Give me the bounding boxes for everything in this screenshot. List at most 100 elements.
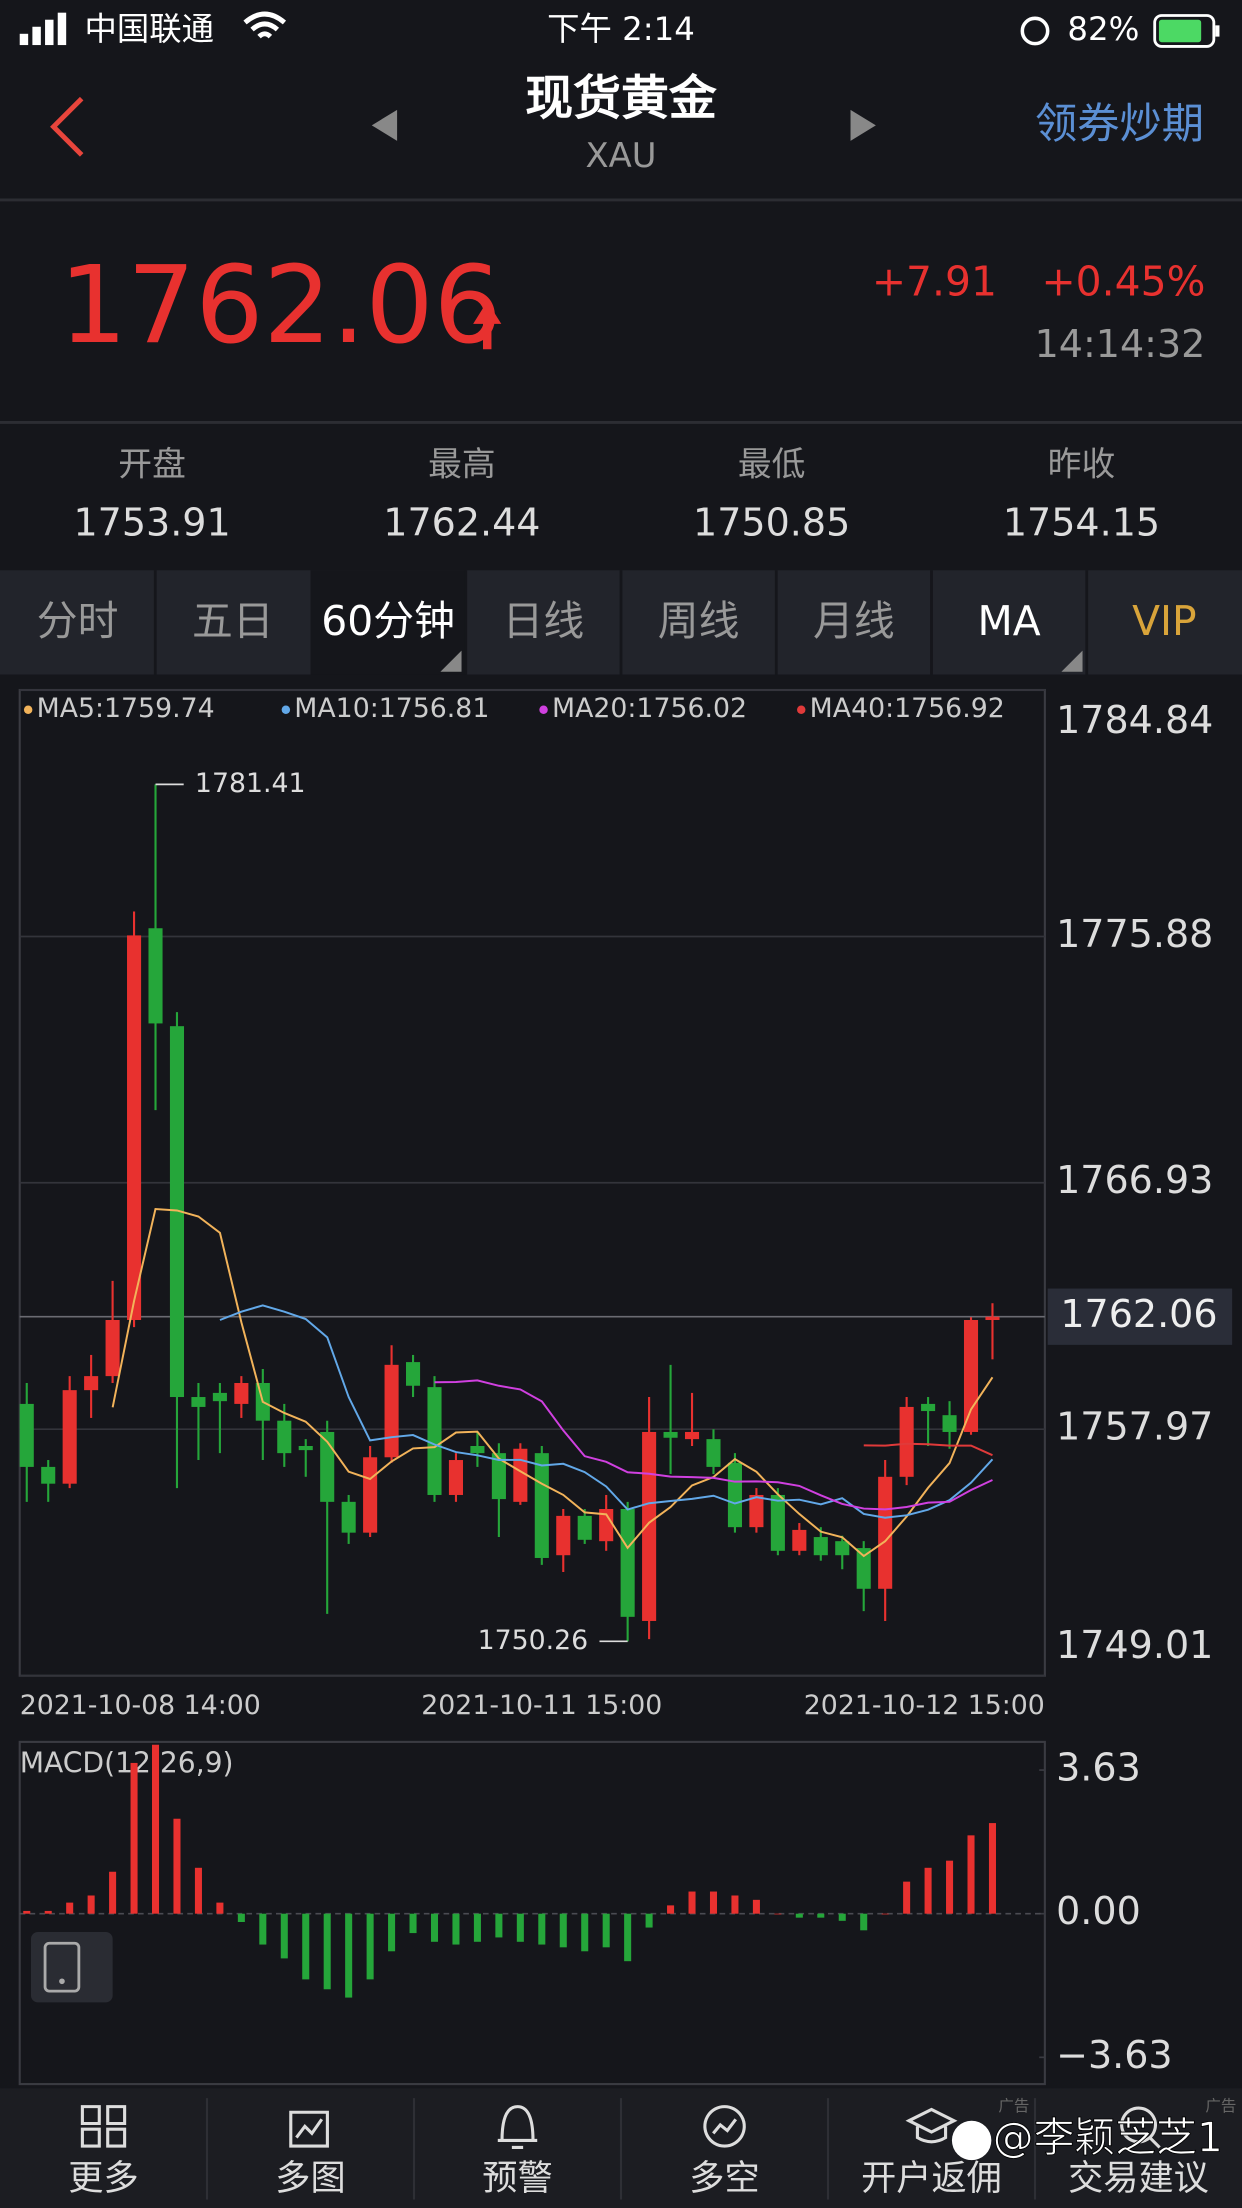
prev-button[interactable] [371, 109, 398, 141]
candle-body [84, 1376, 99, 1391]
next-button[interactable] [850, 109, 876, 141]
candle-body [277, 1420, 292, 1454]
macd-bar [602, 1913, 610, 1948]
wifi-icon [243, 11, 287, 39]
macd-bar [473, 1913, 481, 1942]
tab[interactable]: 五日 [192, 597, 274, 645]
macd-bar [345, 1913, 353, 1998]
tab[interactable]: 日线 [503, 597, 585, 645]
price: 1762.06 [59, 244, 502, 368]
nav-label[interactable]: 开户返佣 [861, 2158, 1002, 2199]
tab-corner [1061, 650, 1083, 672]
tab[interactable]: 分时 [37, 597, 119, 645]
quote: 1762.06 +7.91 +0.45% 14:14:32 [0, 244, 1242, 424]
nav-label[interactable]: 更多 [68, 2158, 138, 2199]
bottom-nav: 更多 多图 预警 多空 开户返佣 交易建议 广告 广告@李颖芝芝1 [0, 2088, 1242, 2208]
stats: 开盘 1753.91 最高 1762.44 最低 1750.85 昨收 1754.15 [73, 445, 1160, 545]
macd-bar [581, 1913, 589, 1952]
signal-icon [32, 26, 41, 46]
macd-bar [817, 1913, 825, 1918]
candle-body [448, 1460, 464, 1495]
nav-label[interactable]: 交易建议 [1068, 2158, 1209, 2199]
candle-body [727, 1462, 742, 1528]
candle-body [234, 1382, 249, 1404]
stat-label: 最高 [428, 445, 496, 484]
stat-value: 1753.91 [73, 501, 230, 545]
macd-bar [302, 1913, 310, 1980]
screenshot-button[interactable] [30, 1932, 113, 2003]
battery-percent: 82% [1067, 10, 1139, 48]
candle-body [105, 1319, 120, 1377]
ma-line [863, 1442, 993, 1457]
change-percent: +0.45% [1041, 257, 1205, 305]
macd-bar [924, 1867, 932, 1914]
coupon-link[interactable]: 领券炒期 [1035, 99, 1204, 148]
stat-value: 1754.15 [1003, 501, 1160, 545]
legend-dot [797, 705, 806, 714]
candle-body [470, 1445, 485, 1454]
macd-bar [731, 1895, 739, 1914]
high-label: 1781.41 [195, 768, 306, 799]
screenshot-icon[interactable] [30, 1932, 113, 2003]
y-tick-label: −3.63 [1056, 2033, 1173, 2077]
legend-label: MA40:1756.92 [810, 693, 1005, 724]
legend-dot [539, 705, 548, 714]
macd-bar [87, 1895, 95, 1914]
legend-dot [281, 705, 291, 714]
stat-value: 1762.44 [383, 501, 540, 545]
candle-body [169, 1026, 185, 1398]
candle-body [127, 935, 142, 1320]
tab[interactable]: 月线 [813, 597, 895, 645]
tab[interactable]: MA [978, 597, 1041, 645]
y-tick-label: 1757.97 [1056, 1405, 1213, 1449]
candle-body [813, 1537, 828, 1556]
macd-bar [967, 1835, 975, 1914]
stat-label: 开盘 [118, 445, 186, 484]
nav-icon[interactable] [80, 2105, 127, 2148]
macd-bar [624, 1913, 632, 1962]
macd-title: MACD(12,26,9) [20, 1746, 234, 1779]
nav-icon[interactable] [497, 2105, 538, 2149]
screenshot-icon [59, 1978, 65, 1985]
candle-body [363, 1457, 378, 1533]
macd-bar [860, 1913, 868, 1931]
legend-label: MA10:1756.81 [294, 693, 489, 724]
header: 现货黄金 XAU 领券炒期 [0, 71, 1242, 202]
candle-body [298, 1445, 313, 1451]
macd-bar [23, 1910, 31, 1914]
candle-body [148, 928, 163, 1024]
candle-body [642, 1431, 657, 1621]
stat-value: 1750.85 [693, 501, 850, 545]
legend-dot [23, 705, 33, 714]
last-price-box [1047, 1288, 1233, 1345]
nav-icon[interactable] [289, 2110, 329, 2148]
x-tick-label: 2021-10-11 15:00 [421, 1690, 662, 1721]
tab[interactable]: 60分钟 [321, 597, 455, 645]
x-tick-label: 2021-10-08 14:00 [20, 1690, 261, 1721]
macd-bar [645, 1913, 653, 1928]
candle-body [19, 1403, 34, 1467]
watermark: @李颖芝芝1 [993, 2113, 1223, 2161]
stat-label: 昨收 [1048, 445, 1116, 484]
nav-label[interactable]: 多图 [275, 2158, 345, 2199]
nav-icon[interactable] [905, 2107, 958, 2144]
title: 现货黄金 [525, 71, 717, 126]
nav-icon[interactable] [1120, 2106, 1161, 2149]
macd-bar [516, 1913, 524, 1942]
last-price-label: 1762.06 [1060, 1292, 1217, 1336]
tab[interactable]: VIP [1132, 597, 1197, 645]
tab[interactable]: 周线 [658, 597, 740, 645]
tabs: 分时 五日 60分钟 日线 周线 月线 MA VIP [0, 570, 1242, 675]
lock-icon [1020, 16, 1050, 46]
macd-bar [173, 1818, 181, 1914]
battery-tip [1215, 25, 1220, 37]
nav-label[interactable]: 多空 [689, 2158, 759, 2199]
macd-bar [495, 1913, 503, 1938]
nav-icon[interactable] [703, 2105, 746, 2148]
back-button[interactable] [50, 96, 84, 157]
stat-label: 最低 [738, 445, 806, 484]
nav-label[interactable]: 预警 [482, 2158, 552, 2199]
low-label: 1750.26 [478, 1625, 589, 1656]
candle-body [556, 1515, 571, 1556]
